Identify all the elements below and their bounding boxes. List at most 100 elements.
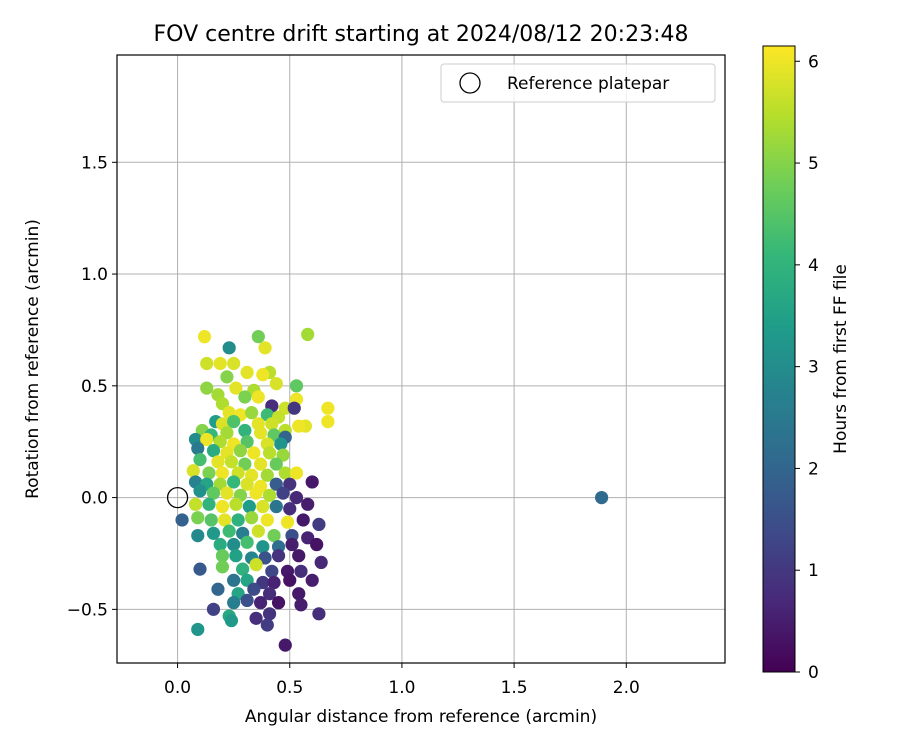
data-point bbox=[251, 390, 265, 404]
colorbar-ticks: 0 1 2 3 4 5 6 bbox=[795, 52, 819, 683]
data-point bbox=[238, 457, 252, 471]
x-axis-ticks: 0.0 0.5 1.0 1.5 2.0 bbox=[164, 663, 640, 698]
data-point bbox=[213, 435, 227, 449]
data-point bbox=[292, 419, 306, 433]
colorbar: 0 1 2 3 4 5 6 Hours from first FF file bbox=[762, 45, 851, 683]
y-tick-label: 0.0 bbox=[81, 489, 108, 509]
data-point bbox=[215, 499, 230, 514]
x-axis-label: Angular distance from reference (arcmin) bbox=[245, 707, 597, 727]
data-point bbox=[229, 549, 243, 563]
data-point bbox=[220, 426, 234, 440]
data-point bbox=[301, 327, 315, 342]
x-tick-label: 1.5 bbox=[501, 678, 528, 698]
data-point bbox=[256, 499, 270, 514]
data-point bbox=[292, 549, 306, 563]
legend-marker bbox=[459, 72, 481, 94]
data-point bbox=[256, 540, 270, 554]
data-point bbox=[193, 562, 207, 576]
legend-box bbox=[440, 63, 716, 103]
data-point bbox=[191, 622, 205, 637]
data-point bbox=[213, 537, 227, 552]
x-tick-label: 1.0 bbox=[388, 678, 415, 698]
chart-title: FOV centre drift starting at 2024/08/12 … bbox=[154, 22, 689, 47]
data-point bbox=[206, 444, 221, 458]
data-point bbox=[256, 368, 270, 382]
data-point bbox=[312, 517, 326, 532]
colorbar-tick-label: 5 bbox=[808, 154, 819, 174]
data-point bbox=[231, 513, 245, 527]
data-point bbox=[289, 379, 304, 393]
reference-marker bbox=[166, 486, 189, 509]
y-axis-label: Rotation from reference (arcmin) bbox=[23, 219, 43, 499]
data-point bbox=[220, 370, 234, 384]
data-point bbox=[245, 406, 259, 420]
data-point bbox=[310, 537, 324, 552]
data-point bbox=[267, 428, 281, 442]
x-tick-label: 0.5 bbox=[276, 678, 303, 698]
data-point bbox=[211, 582, 225, 596]
data-point bbox=[289, 490, 304, 505]
colorbar-label: Hours from first FF file bbox=[831, 264, 851, 454]
y-tick-label: 1.0 bbox=[81, 265, 108, 285]
data-point bbox=[200, 432, 214, 447]
data-point bbox=[193, 484, 207, 498]
data-point bbox=[265, 417, 279, 431]
data-point bbox=[269, 457, 283, 471]
data-point bbox=[240, 435, 254, 449]
data-point bbox=[262, 587, 277, 601]
data-point bbox=[283, 573, 297, 587]
data-point bbox=[211, 455, 225, 469]
data-point bbox=[218, 513, 232, 527]
data-point bbox=[229, 497, 243, 511]
data-point bbox=[595, 490, 609, 505]
data-point bbox=[222, 524, 236, 538]
data-point bbox=[215, 560, 230, 574]
data-point bbox=[175, 513, 189, 527]
data-point bbox=[229, 381, 243, 395]
data-point bbox=[251, 524, 265, 538]
data-point bbox=[269, 376, 283, 391]
data-point bbox=[238, 423, 252, 438]
colorbar-tick-label: 0 bbox=[808, 663, 819, 683]
data-point bbox=[202, 497, 216, 511]
data-point bbox=[267, 575, 281, 590]
data-point bbox=[312, 607, 326, 621]
data-point bbox=[213, 477, 227, 491]
data-point bbox=[321, 414, 335, 429]
data-point bbox=[233, 444, 247, 458]
data-point bbox=[247, 582, 261, 596]
data-point bbox=[206, 526, 221, 540]
data-point bbox=[262, 446, 277, 460]
scatter-points bbox=[175, 327, 609, 652]
data-point bbox=[202, 466, 216, 480]
data-point bbox=[213, 356, 227, 371]
data-point bbox=[305, 475, 319, 489]
data-point bbox=[191, 511, 205, 525]
data-point bbox=[188, 497, 203, 511]
data-point bbox=[260, 513, 274, 527]
y-tick-label: −0.5 bbox=[67, 600, 108, 620]
data-point bbox=[253, 596, 268, 610]
data-point bbox=[224, 613, 239, 628]
data-point bbox=[227, 537, 241, 552]
colorbar-gradient bbox=[762, 45, 796, 673]
data-point bbox=[215, 549, 230, 563]
data-point bbox=[240, 365, 254, 380]
data-point bbox=[294, 564, 308, 578]
data-point bbox=[262, 488, 277, 502]
legend-label: Reference platepar bbox=[507, 74, 669, 94]
x-tick-label: 2.0 bbox=[613, 678, 640, 698]
data-point bbox=[247, 446, 261, 460]
data-point bbox=[200, 381, 214, 395]
data-point bbox=[186, 464, 200, 478]
data-point bbox=[249, 611, 263, 625]
data-point bbox=[227, 475, 241, 489]
y-axis-ticks: −0.5 0.0 0.5 1.0 1.5 bbox=[67, 153, 117, 620]
data-point bbox=[258, 551, 272, 565]
data-point bbox=[206, 602, 221, 616]
data-point bbox=[267, 528, 281, 543]
data-point bbox=[191, 441, 205, 456]
data-point bbox=[260, 618, 274, 632]
colorbar-tick-label: 6 bbox=[808, 52, 819, 72]
